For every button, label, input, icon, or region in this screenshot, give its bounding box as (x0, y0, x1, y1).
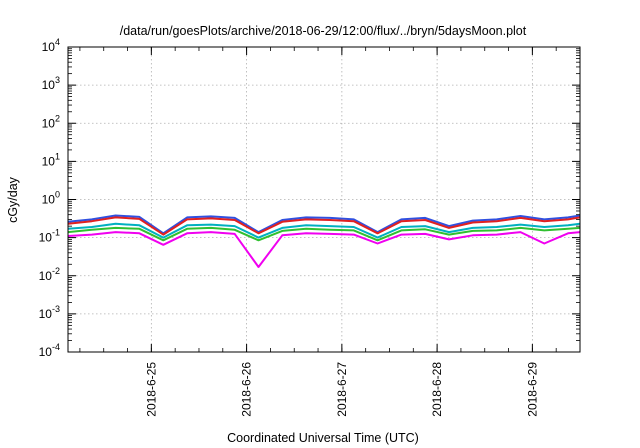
x-axis-label: Coordinated Universal Time (UTC) (227, 431, 419, 445)
y-tick-exponent: 3 (55, 75, 60, 85)
y-tick-base: 10 (39, 307, 53, 321)
y-tick-exponent: 1 (55, 151, 60, 161)
y-axis-label: cGy/day (6, 176, 20, 223)
y-tick-label: 10-3 (39, 304, 60, 321)
y-tick-label: 104 (42, 37, 60, 54)
y-tick-base: 10 (39, 269, 53, 283)
x-tick-label: 2018-6-29 (525, 362, 539, 417)
y-tick-exponent: -4 (52, 342, 60, 352)
axis-ticks (68, 46, 581, 353)
y-tick-exponent: -2 (52, 266, 60, 276)
x-tick-label: 2018-6-26 (240, 362, 254, 417)
y-tick-label: 101 (42, 151, 60, 168)
y-tick-label: 102 (42, 113, 60, 130)
chart-title: /data/run/goesPlots/archive/2018-06-29/1… (120, 24, 527, 38)
y-tick-label: 10-2 (39, 266, 60, 283)
y-tick-base: 10 (42, 40, 56, 54)
y-tick-exponent: -1 (52, 228, 60, 238)
x-tick-label: 2018-6-27 (335, 362, 349, 417)
y-tick-exponent: 0 (55, 190, 60, 200)
y-tick-exponent: 4 (55, 37, 60, 47)
x-tick-label: 2018-6-28 (430, 362, 444, 417)
y-tick-label: 10-4 (39, 342, 60, 359)
y-tick-base: 10 (42, 116, 56, 130)
y-tick-base: 10 (42, 78, 56, 92)
y-tick-base: 10 (39, 231, 53, 245)
y-tick-base: 10 (42, 193, 56, 207)
y-tick-label: 100 (42, 190, 60, 207)
y-tick-base: 10 (42, 154, 56, 168)
x-tick-label: 2018-6-25 (144, 362, 158, 417)
y-tick-exponent: -3 (52, 304, 60, 314)
gridlines (68, 47, 580, 352)
tick-labels: 10-410-310-210-11001011021031042018-6-25… (39, 37, 540, 417)
series-lines (67, 214, 581, 268)
y-tick-label: 103 (42, 75, 60, 92)
y-tick-exponent: 2 (55, 113, 60, 123)
y-tick-base: 10 (39, 345, 53, 359)
y-tick-label: 10-1 (39, 228, 60, 245)
